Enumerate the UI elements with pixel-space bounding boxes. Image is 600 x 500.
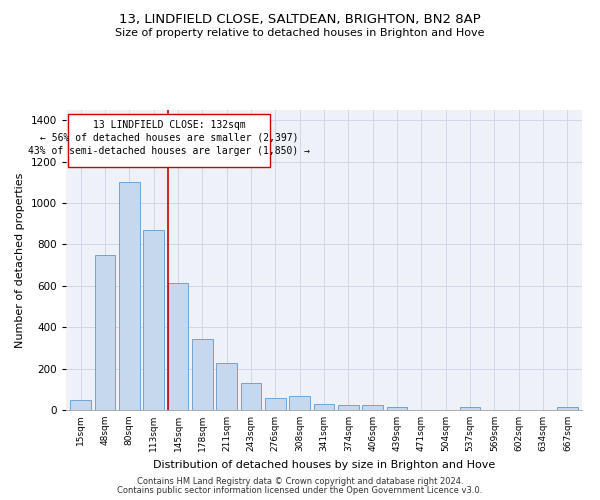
Bar (386, 408, 407, 410)
Text: 13 LINDFIELD CLOSE: 132sqm: 13 LINDFIELD CLOSE: 132sqm (93, 120, 246, 130)
Text: 13, LINDFIELD CLOSE, SALTDEAN, BRIGHTON, BN2 8AP: 13, LINDFIELD CLOSE, SALTDEAN, BRIGHTON,… (119, 12, 481, 26)
Bar (460, 408, 481, 410)
Text: Contains HM Land Registry data © Crown copyright and database right 2024.: Contains HM Land Registry data © Crown c… (137, 477, 463, 486)
Bar (70, 400, 91, 410)
Bar (119, 182, 140, 410)
X-axis label: Distribution of detached houses by size in Brighton and Hove: Distribution of detached houses by size … (153, 460, 495, 469)
Bar (265, 398, 286, 410)
Text: Size of property relative to detached houses in Brighton and Hove: Size of property relative to detached ho… (115, 28, 485, 38)
Bar (557, 408, 578, 410)
Y-axis label: Number of detached properties: Number of detached properties (15, 172, 25, 348)
Bar (167, 283, 188, 410)
Bar (192, 338, 212, 410)
Text: ← 56% of detached houses are smaller (2,397): ← 56% of detached houses are smaller (2,… (40, 133, 299, 143)
Bar (95, 255, 115, 410)
Bar (338, 406, 359, 410)
Bar (143, 230, 164, 410)
Bar (362, 406, 383, 410)
Bar (289, 396, 310, 410)
Text: Contains public sector information licensed under the Open Government Licence v3: Contains public sector information licen… (118, 486, 482, 495)
Bar (314, 404, 334, 410)
Text: 43% of semi-detached houses are larger (1,850) →: 43% of semi-detached houses are larger (… (28, 146, 310, 156)
Bar (216, 364, 237, 410)
FancyBboxPatch shape (68, 114, 271, 167)
Bar (241, 383, 262, 410)
